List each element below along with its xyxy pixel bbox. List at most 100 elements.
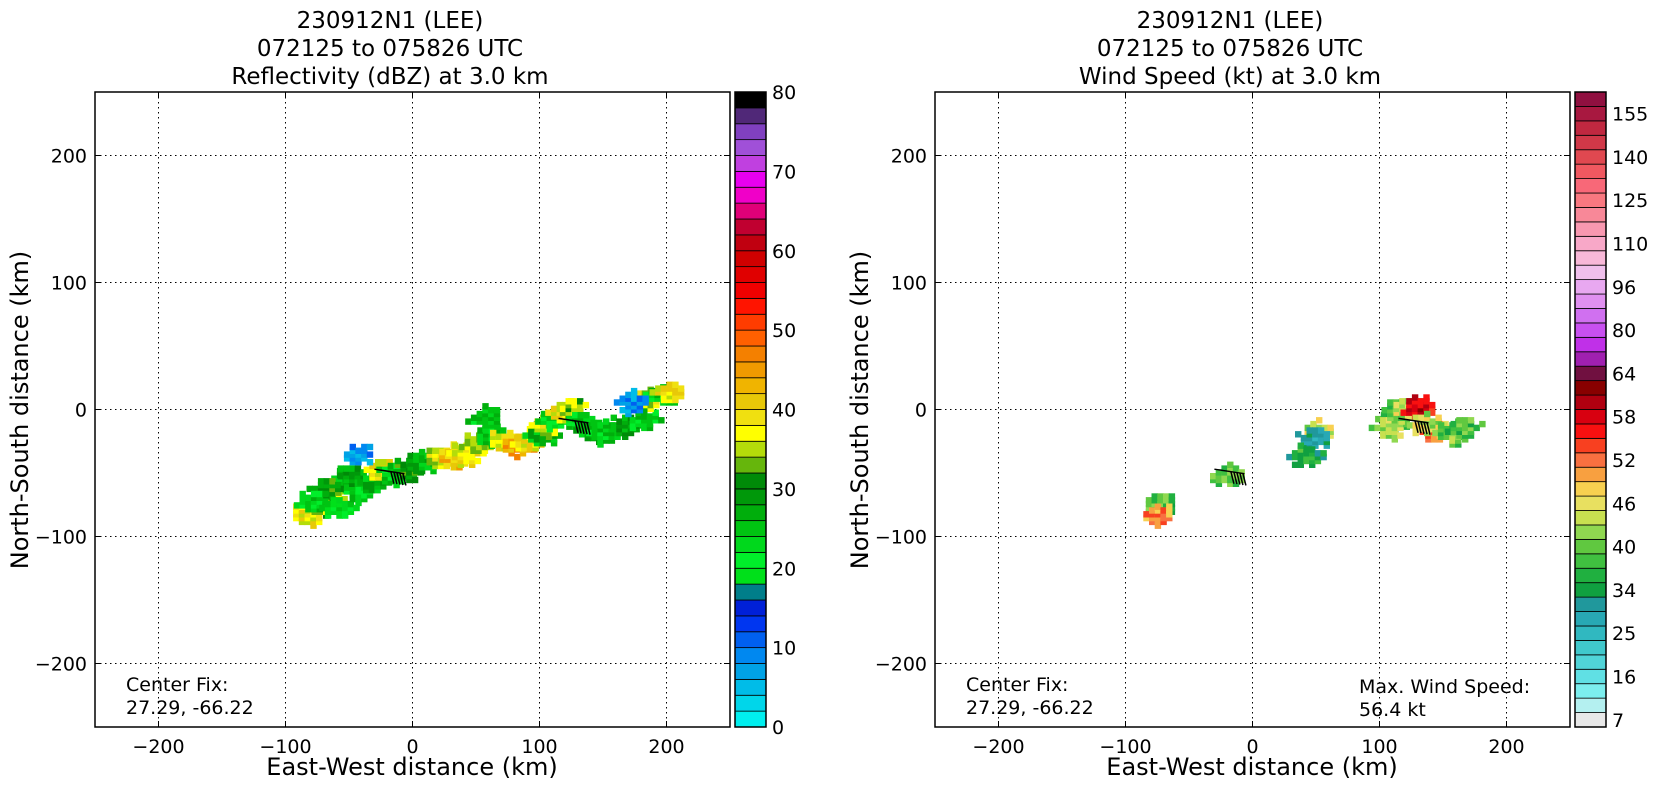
reflectivity-data-cell [369,462,376,470]
reflectivity-data-cell [646,413,654,420]
wind-data-cell [1297,446,1304,453]
reflectivity-y-ticks: 200 100 0 −100 −200 [35,146,730,676]
reflectivity-data-cell [477,431,484,438]
reflectivity-data-cell [444,456,452,463]
reflectivity-data-cell [330,500,337,508]
reflectivity-data-cell [550,413,558,420]
wind-colorbar-tick-label: 40 [1612,537,1636,559]
wind-colorbar-tick-label: 80 [1612,320,1636,342]
reflectivity-data-cell [407,464,414,471]
reflectivity-data-cell [666,389,673,396]
wind-data-cell [1210,473,1217,480]
reflectivity-colorbar-tick-label: 80 [772,82,796,104]
wind-data-cell [1317,431,1325,438]
wind-data-cell [1429,422,1437,429]
reflectivity-data-cell [603,426,610,433]
wind-data-cell [1406,409,1413,416]
wind-data-cell [1312,438,1319,446]
wind-colorbar-segment [1574,336,1607,353]
reflectivity-data-cell [603,437,610,444]
reflectivity-data-cell [630,391,638,399]
reflectivity-data-cell [368,487,376,494]
reflectivity-data-cell [355,455,362,462]
wind-data-cell [1424,410,1431,418]
reflectivity-data-cell [488,418,495,425]
reflectivity-colorbar-segment [734,218,767,236]
reflectivity-data-cell [646,424,654,432]
wind-data-cell [1467,420,1475,428]
reflectivity-data-cell [355,492,362,499]
reflectivity-data-cell [502,438,510,446]
reflectivity-data-cell [672,396,679,404]
reflectivity-data-cell [426,451,433,458]
reflectivity-data-cell [546,414,553,421]
reflectivity-data-cell [418,467,426,475]
reflectivity-data-cell [526,441,534,448]
wind-data-cell [1429,401,1436,409]
reflectivity-data-cell [413,467,420,475]
reflectivity-data-cell [347,504,355,512]
wind-data-cell [1429,409,1436,416]
reflectivity-data-cell [495,445,503,452]
reflectivity-data-cell [483,431,490,438]
wind-data-cell [1297,453,1304,461]
reflectivity-data-cell [330,508,337,515]
wind-data-cell [1323,431,1330,438]
reflectivity-data-cell [603,422,610,429]
reflectivity-data-cell [608,433,616,440]
reflectivity-data-cell [571,423,579,430]
reflectivity-data-cell [310,502,318,509]
reflectivity-data-cell [336,512,343,519]
wind-data-cell [1424,426,1431,433]
wind-data-cell [1406,422,1414,429]
reflectivity-data-cell [522,432,529,439]
reflectivity-colorbar-segment [734,440,767,458]
reflectivity-data-cell [641,409,648,416]
reflectivity-data-cell [565,409,572,416]
reflectivity-data-cell [361,447,368,454]
wind-data-cell [1398,418,1405,425]
reflectivity-data-cell [469,461,476,468]
wind-colorbar-segment [1574,91,1607,107]
reflectivity-data-cell [299,498,306,505]
reflectivity-x-tick-label: −100 [259,736,311,758]
wind-data-cell [1154,522,1162,529]
reflectivity-data-cell [562,417,569,424]
wind-colorbar-tick-label: 52 [1612,450,1636,472]
wind-data-cell [1306,431,1313,438]
wind-data-cell [1314,453,1322,461]
wind-data-cell [1166,511,1173,518]
wind-colorbar-segment [1574,611,1607,627]
wind-colorbar-segment [1574,221,1607,237]
reflectivity-data-cell [672,385,679,392]
reflectivity-data-cell [335,481,342,489]
reflectivity-data-cell [559,409,567,416]
wind-data-cell [1449,441,1456,448]
wind-data-cell [1399,401,1406,409]
wind-colorbar-segment [1574,510,1607,526]
reflectivity-x-ticks: −200 −100 0 100 200 [132,92,685,758]
wind-data-cell [1151,493,1158,500]
reflectivity-data-cell [508,450,515,457]
reflectivity-data-cell [406,476,413,484]
reflectivity-data-cell [418,452,426,460]
reflectivity-colorbar-tick-label: 0 [772,717,784,739]
reflectivity-data-cell [394,457,402,465]
reflectivity-data-cell [310,514,317,522]
reflectivity-data-cell [533,432,541,439]
reflectivity-data-cell [323,485,330,493]
wind-colorbar-segment [1574,712,1607,728]
reflectivity-data-cell [354,473,362,480]
reflectivity-data-cell [625,391,632,399]
wind-data-cell [1157,497,1164,504]
reflectivity-data-cell [432,451,439,458]
reflectivity-data-cell [500,427,507,434]
reflectivity-data-cell [343,484,351,491]
wind-data-cell [1411,398,1419,405]
wind-data-cell [1143,514,1150,522]
wind-colorbar-segment [1574,106,1607,122]
reflectivity-data-cell [545,409,552,416]
reflectivity-data-cell [494,427,501,434]
wind-data-cell [1450,424,1457,432]
reflectivity-x-tick-label: 100 [521,736,557,758]
